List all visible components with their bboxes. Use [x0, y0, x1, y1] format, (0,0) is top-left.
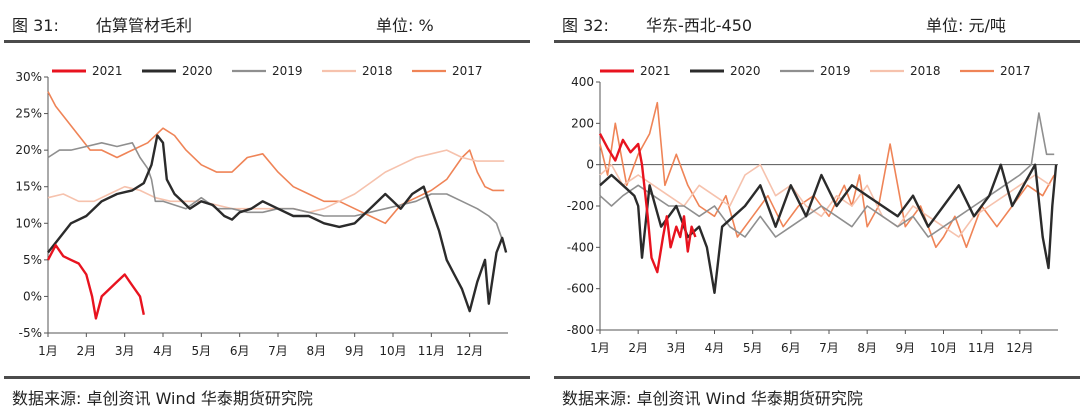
source-footer: 数据来源: 卓创资讯 Wind 华泰期货研究院: [4, 376, 530, 415]
y-tick-label: 0%: [23, 289, 42, 303]
chart-header: 图 32: 华东-西北-450 单位: 元/吨: [554, 4, 1080, 43]
x-tick-label: 12月: [456, 344, 483, 358]
y-tick-label: -400: [567, 240, 594, 254]
y-tick-label: 30%: [15, 70, 42, 84]
y-tick-label: 200: [571, 116, 594, 130]
x-tick-label: 9月: [345, 344, 365, 358]
series-line-2021: [46, 244, 145, 320]
series-line-2021: [598, 133, 697, 274]
y-tick-label: 15%: [15, 180, 42, 194]
x-tick-label: 2月: [628, 341, 648, 355]
series-line-2017: [47, 91, 505, 225]
x-tick-label: 5月: [192, 344, 212, 358]
x-tick-label: 5月: [743, 341, 763, 355]
legend-label-2020: 2020: [730, 64, 761, 78]
x-tick-label: 8月: [307, 344, 327, 358]
x-tick-label: 4月: [153, 344, 173, 358]
y-tick-label: 0: [586, 158, 594, 172]
y-tick-label: -5%: [19, 326, 42, 340]
margin-line-chart: -5% 0% 5% 10% 15% 20% 25% 30% 1月 2月 3月 4月 5月 6月 7月 8月 9月…: [15, 64, 508, 358]
legend-label-2017: 2017: [452, 64, 483, 78]
y-tick-label: 5%: [23, 253, 42, 267]
x-tick-label: 6月: [781, 341, 801, 355]
x-tick-label: 3月: [667, 341, 687, 355]
x-tick-label: 7月: [819, 341, 839, 355]
chart-panel-spread: 图 32: 华东-西北-450 单位: 元/吨 -800 -600 -400 -200…: [550, 0, 1080, 413]
series-line-2020: [47, 134, 508, 313]
x-tick-label: 11月: [968, 341, 995, 355]
x-tick-label: 2月: [77, 344, 97, 358]
legend-label-2019: 2019: [820, 64, 851, 78]
y-tick-label: 25%: [15, 107, 42, 121]
x-tick-label: 12月: [1006, 341, 1033, 355]
unit-label: 单位: 元/吨: [926, 16, 1006, 35]
y-tick-label: -200: [567, 199, 594, 213]
legend-label-2019: 2019: [272, 64, 303, 78]
y-tick-label: 400: [571, 75, 594, 89]
figure-label: 图 31:: [12, 16, 59, 35]
chart-title: 华东-西北-450: [646, 16, 753, 35]
chart-header: 图 31: 估算管材毛利 单位: %: [4, 4, 530, 43]
y-tick-label: -800: [567, 323, 594, 337]
legend-label-2021: 2021: [92, 64, 123, 78]
legend-label-2017: 2017: [1000, 64, 1031, 78]
chart-title: 估算管材毛利: [96, 16, 193, 35]
spread-line-chart: -800 -600 -400 -200 0 200 400 1月 2月 3月 4月 5月 6月 7月 8月 9…: [567, 64, 1058, 355]
legend-label-2020: 2020: [182, 64, 213, 78]
y-tick-label: -600: [567, 282, 594, 296]
x-tick-label: 10月: [379, 344, 406, 358]
x-tick-label: 7月: [268, 344, 288, 358]
x-tick-label: 10月: [930, 341, 957, 355]
x-tick-label: 1月: [590, 341, 610, 355]
series-line-2019: [47, 142, 505, 246]
source-text: 数据来源: 卓创资讯 Wind 华泰期货研究院: [562, 389, 863, 408]
series-line-2018: [47, 149, 505, 214]
legend-label-2018: 2018: [362, 64, 393, 78]
unit-label: 单位: %: [376, 16, 434, 35]
x-tick-label: 11月: [418, 344, 445, 358]
x-tick-label: 3月: [115, 344, 135, 358]
source-footer: 数据来源: 卓创资讯 Wind 华泰期货研究院: [554, 376, 1080, 415]
x-tick-label: 8月: [857, 341, 877, 355]
series-line-2019: [599, 112, 1055, 238]
figure-label: 图 32:: [562, 16, 609, 35]
source-text: 数据来源: 卓创资讯 Wind 华泰期货研究院: [12, 389, 313, 408]
y-tick-label: 10%: [15, 216, 42, 230]
legend-label-2021: 2021: [640, 64, 671, 78]
chart-panel-margin: 图 31: 估算管材毛利 单位: % -5% 0% 5% 10% 15% 20% 25% 30…: [0, 0, 530, 413]
x-tick-label: 6月: [230, 344, 250, 358]
x-tick-label: 1月: [38, 344, 58, 358]
y-tick-label: 20%: [15, 143, 42, 157]
x-tick-label: 4月: [705, 341, 725, 355]
series-line-2020: [599, 163, 1058, 294]
legend-label-2018: 2018: [910, 64, 941, 78]
x-tick-label: 9月: [896, 341, 916, 355]
